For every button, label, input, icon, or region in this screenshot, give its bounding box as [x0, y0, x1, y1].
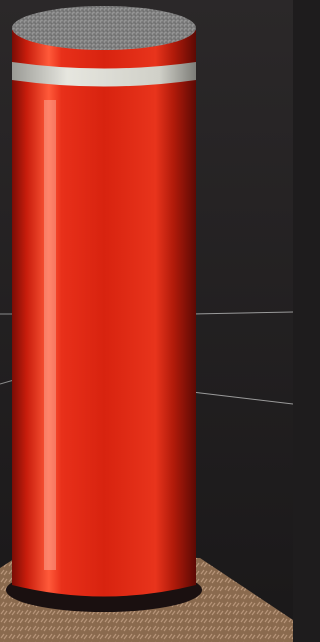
bollard-body	[12, 30, 196, 597]
highlight	[44, 100, 56, 570]
bollard-photo	[0, 0, 293, 642]
page	[0, 0, 293, 642]
bollard-top	[12, 6, 196, 50]
